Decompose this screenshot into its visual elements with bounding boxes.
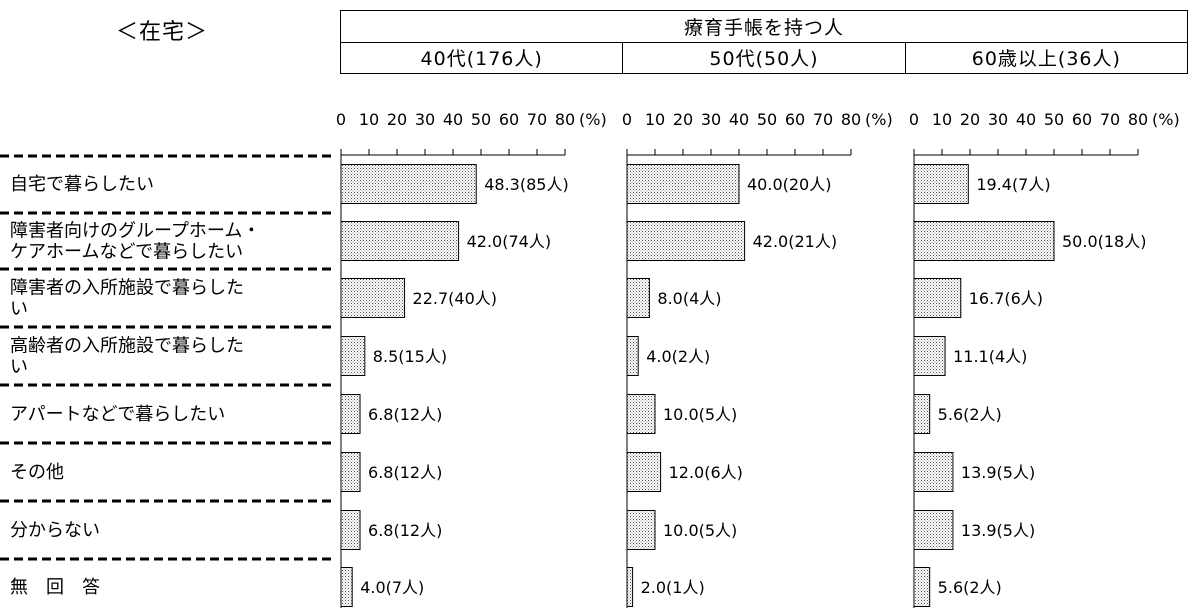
bar-value-label: 50.0(18人) [1062,232,1146,251]
bar [913,452,954,492]
bar-value-label: 6.8(12人) [368,521,442,540]
bar-value-label: 16.7(6人) [969,289,1043,308]
bar-value-label: 6.8(12人) [368,405,442,424]
bar [340,336,366,376]
x-unit-label: (%) [865,110,893,129]
bar [913,278,962,318]
x-unit-label: (%) [1152,110,1180,129]
x-tick-label: 80 [555,110,575,129]
x-tick-label: 80 [841,110,861,129]
bar [340,452,361,492]
x-tick-label: 20 [960,110,980,129]
x-tick-label: 70 [813,110,833,129]
x-tick-label: 40 [1016,110,1036,129]
x-tick-label: 80 [1128,110,1148,129]
category-label: 障害者の入所施設で暮らしたい [10,278,244,320]
bar [913,510,954,550]
x-tick-label: 10 [932,110,952,129]
bar [340,394,361,434]
x-tick-label: 40 [443,110,463,129]
x-tick-label: 50 [757,110,777,129]
bar [913,394,931,434]
x-tick-label: 40 [729,110,749,129]
x-tick-label: 10 [645,110,665,129]
bar-value-label: 13.9(5人) [961,463,1035,482]
category-label: 障害者向けのグループホーム・ケアホームなどで暮らしたい [10,221,260,263]
category-label: アパートなどで暮らしたい [10,404,225,425]
bar-value-label: 22.7(40人) [413,289,497,308]
bar [340,510,361,550]
bar-value-label: 13.9(5人) [961,521,1035,540]
bar [626,567,634,607]
bar-value-label: 2.0(1人) [641,578,705,597]
bar [340,221,460,261]
bar [340,278,406,318]
x-tick-label: 30 [988,110,1008,129]
x-tick-label: 70 [527,110,547,129]
header-column-50s: 50代(50人) [622,41,906,74]
x-tick-label: 60 [499,110,519,129]
bar [913,221,1055,261]
bar [626,164,740,204]
category-label: その他 [10,462,64,483]
bar [913,336,946,376]
bar-value-label: 4.0(2人) [646,347,710,366]
x-tick-label: 0 [909,110,919,129]
x-tick-label: 30 [415,110,435,129]
x-tick-label: 30 [701,110,721,129]
bar-value-label: 4.0(7人) [360,578,424,597]
header-column-60plus: 60歳以上(36人) [904,41,1189,74]
bar-value-label: 12.0(6人) [669,463,743,482]
category-label: 自宅で暮らしたい [10,174,154,195]
bar [626,394,656,434]
bar [626,452,662,492]
bar-value-label: 40.0(20人) [747,175,831,194]
x-tick-label: 20 [387,110,407,129]
x-tick-label: 60 [785,110,805,129]
x-tick-label: 60 [1072,110,1092,129]
x-tick-label: 10 [359,110,379,129]
bar-value-label: 5.6(2人) [938,405,1002,424]
bar-value-label: 8.5(15人) [373,347,447,366]
x-unit-label: (%) [579,110,607,129]
bar-value-label: 10.0(5人) [663,405,737,424]
category-label: 分からない [10,520,100,541]
bar-value-label: 42.0(74人) [467,232,551,251]
header-column-40s: 40代(176人) [339,41,624,74]
bar-value-label: 19.4(7人) [976,175,1050,194]
bar [626,336,639,376]
bar-value-label: 42.0(21人) [753,232,837,251]
bar-value-label: 10.0(5人) [663,521,737,540]
bar [913,164,969,204]
x-tick-label: 50 [471,110,491,129]
header-table: 療育手帳を持つ人 40代(176人) 50代(50人) 60歳以上(36人) [339,10,1189,74]
bar [913,567,931,607]
category-label: 高齢者の入所施設で暮らしたい [10,336,244,378]
x-tick-label: 70 [1100,110,1120,129]
x-tick-label: 0 [336,110,346,129]
bar [626,510,656,550]
chart-caption: ＜在宅＞ [116,20,209,45]
category-label: 無 回 答 [10,577,100,598]
bar [340,567,353,607]
bar [626,221,746,261]
x-tick-label: 50 [1044,110,1064,129]
bar-value-label: 48.3(85人) [484,175,568,194]
x-tick-label: 20 [673,110,693,129]
bar-value-label: 5.6(2人) [938,578,1002,597]
bar-value-label: 6.8(12人) [368,463,442,482]
bar [626,278,650,318]
x-tick-label: 0 [622,110,632,129]
bar-value-label: 11.1(4人) [953,347,1027,366]
bar [340,164,477,204]
header-group-title: 療育手帳を持つ人 [340,10,1188,43]
bar-value-label: 8.0(4人) [657,289,721,308]
